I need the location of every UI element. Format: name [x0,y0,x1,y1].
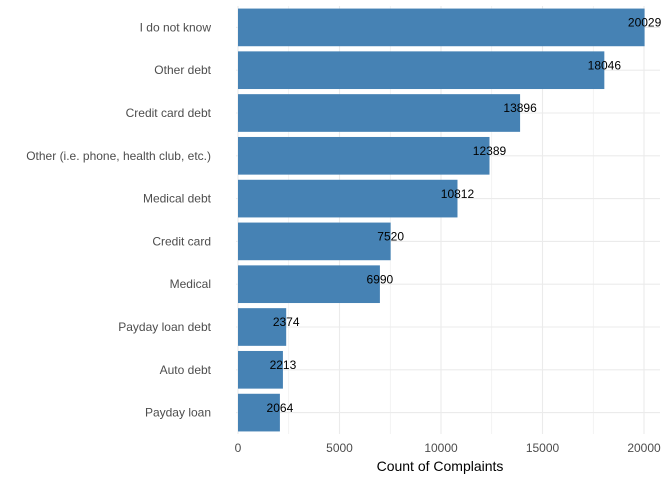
bars [238,8,645,432]
category-label: Auto debt [160,363,212,377]
data-label: 2064 [267,401,294,415]
data-label: 12389 [473,144,507,158]
data-labels: 20029 18046 13896 12389 10812 7520 6990 2374 221… [267,16,662,415]
bar [238,265,380,304]
data-label: 13896 [503,101,537,115]
data-label: 18046 [588,58,622,72]
bar [238,350,283,389]
category-label: Other debt [154,63,211,77]
x-tick-label: 20000 [627,441,661,455]
x-axis-title: Count of Complaints [377,458,504,474]
x-tick-label: 15000 [526,441,560,455]
category-label: Credit card debt [126,106,212,120]
x-tick-label: 0 [235,441,242,455]
data-label: 6990 [367,272,394,286]
category-label: Other (i.e. phone, health club, etc.) [26,149,211,163]
bar [238,8,645,47]
category-labels: I do not know Other debt Credit card debt O… [26,20,211,419]
data-label: 10812 [441,187,475,201]
data-label: 20029 [628,16,662,30]
data-label: 2374 [273,315,300,329]
bar [238,222,391,261]
data-label: 2213 [270,358,297,372]
bar [238,393,280,432]
x-tick-label: 5000 [326,441,353,455]
category-label: Medical [170,277,211,291]
x-tick-labels: 0 5000 10000 15000 20000 [235,441,661,455]
category-label: Medical debt [143,192,212,206]
category-label: Payday loan debt [118,320,211,334]
bar [238,51,605,90]
category-label: Credit card [152,234,211,248]
bar [238,136,490,175]
category-label: I do not know [140,20,212,34]
x-tick-label: 10000 [424,441,458,455]
data-label: 7520 [377,230,404,244]
category-label: Payday loan [145,406,211,420]
bar [238,308,287,346]
bar [238,94,521,132]
bar [238,179,458,218]
